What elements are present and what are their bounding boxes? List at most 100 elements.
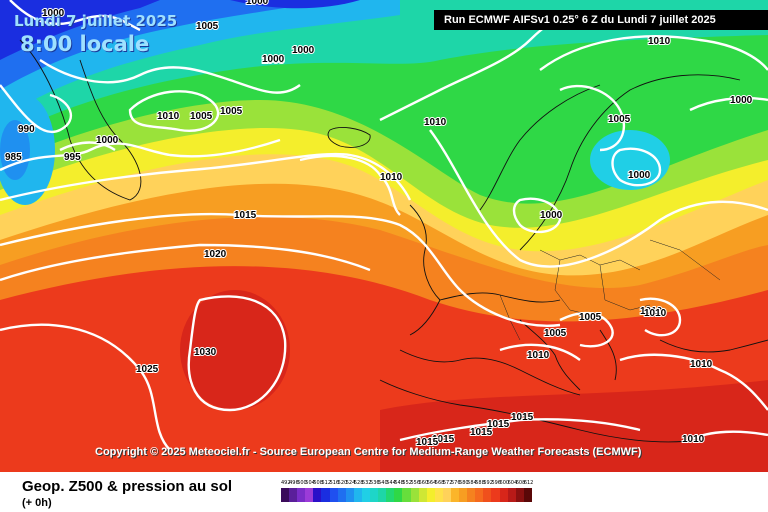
isobar-labels: 1000 1005 1000 1000 1010 1005 1005 990 9… [4, 0, 754, 449]
weather-map: 1000 1005 1000 1000 1010 1005 1005 990 9… [0, 0, 768, 472]
isobar-label: 1005 [190, 111, 213, 122]
isobar-label: 1005 [262, 55, 285, 66]
scale-tick-label: 584 [467, 480, 477, 486]
scale-swatch [386, 488, 395, 502]
coastlines [19, 39, 768, 443]
isobar-label: 1030 [194, 347, 217, 358]
isobar-label: 1005 [220, 106, 243, 117]
scale-swatch [426, 488, 435, 502]
scale-swatch [321, 488, 330, 502]
scale-tick-label: 528 [353, 480, 364, 486]
scale-tick-label: 552 [402, 480, 412, 486]
isobar-label: 1015 [234, 210, 257, 221]
scale-swatch [353, 488, 362, 502]
isobar-label: 1020 [204, 249, 227, 260]
scale-swatch [491, 488, 500, 502]
isobar-label: 1000 [540, 210, 563, 221]
scale-swatches [281, 488, 532, 502]
scale-swatch [345, 488, 354, 502]
field-south-red [380, 380, 768, 472]
scale-swatch [289, 488, 298, 502]
isobar-label: 1010 [380, 172, 403, 183]
isobar-label: 1015 [470, 427, 493, 438]
scale-tick-label: 512 [321, 480, 332, 486]
parameter-title: Geop. Z500 & pression au sol [22, 478, 233, 495]
isobar-label: 1000 [292, 45, 315, 56]
scale-tick-label: 536 [370, 480, 380, 486]
scale-tick-label: 500 [297, 480, 307, 486]
isobar-label: 1015 [487, 419, 510, 430]
isobar-label: 1005 [196, 21, 219, 32]
local-time: 8:00 locale [20, 32, 150, 56]
scale-tick-label: 496 [289, 480, 299, 486]
isobar-label: 1010 [640, 306, 663, 317]
field-west-low-core [0, 120, 30, 180]
isobar-label: 1015 [432, 434, 455, 445]
scale-tick-label: 524 [345, 480, 356, 486]
color-scale: 492 496 500 504 508 512 516 520 524 528 532 536 540 5… [281, 480, 534, 502]
scale-tick-label: 520 [337, 480, 348, 486]
isobar-label: 990 [18, 124, 35, 135]
isobar-label: 1025 [136, 364, 159, 375]
scale-swatch [507, 488, 516, 502]
scale-tick-label: 516 [329, 480, 340, 486]
scale-tick-label: 544 [386, 480, 396, 486]
isobar-label: 1010 [648, 36, 671, 47]
scale-swatch [450, 488, 460, 502]
scale-swatch [515, 488, 524, 502]
isobar-label: 1015 [511, 412, 534, 423]
scale-swatch [483, 488, 492, 502]
scale-swatch [475, 488, 484, 502]
scale-swatch [337, 488, 346, 502]
run-banner: Run ECMWF AIFSv1 0.25° 6 Z du Lundi 7 ju… [434, 10, 768, 30]
forecast-step: (+ 0h) [22, 497, 52, 509]
scale-tick-label: 580 [459, 480, 469, 486]
isobar-label: 1015 [416, 437, 439, 448]
scale-tick-label: 604 [507, 480, 518, 486]
scale-tick-labels: 492 496 500 504 508 512 516 520 524 528 532 536 540 5… [281, 480, 534, 486]
scale-swatch [394, 488, 403, 502]
scale-swatch [378, 488, 387, 502]
scale-tick-label: 588 [475, 480, 485, 486]
isobar-label: 1010 [424, 117, 447, 128]
copyright-notice: Copyright © 2025 Meteociel.fr - Source E… [95, 446, 642, 458]
field-scandinavia-low [590, 130, 670, 190]
scale-swatch [281, 488, 290, 502]
scale-tick-label: 560 [418, 480, 429, 486]
forecast-date: Lundi 7 juillet 2025 [14, 12, 178, 30]
scale-swatch [402, 488, 411, 502]
scale-swatch [329, 488, 338, 502]
isobar-label: 1000 [262, 54, 285, 65]
scale-tick-label: 568 [434, 480, 445, 486]
scale-tick-label: 596 [491, 480, 501, 486]
scale-tick-label: 592 [483, 480, 493, 486]
isobar-label: 1010 [690, 359, 713, 370]
scale-tick-label: 612 [523, 480, 534, 486]
isobar-label: 1000 [730, 95, 753, 106]
scale-tick-label: 508 [313, 480, 323, 486]
scale-tick-label: 548 [394, 480, 404, 486]
isobar-label: 985 [5, 152, 22, 163]
scale-swatch [418, 488, 427, 502]
isobar-label: 1010 [527, 350, 550, 361]
scale-swatch [313, 488, 322, 502]
scale-tick-label: 564 [426, 480, 437, 486]
scale-swatch [442, 488, 451, 502]
isobar-label: 995 [64, 152, 81, 163]
scale-swatch [434, 488, 443, 502]
scale-tick-label: 576 [450, 480, 461, 486]
field-azores-core [180, 290, 290, 410]
isobars [0, 0, 768, 451]
scale-swatch [410, 488, 419, 502]
scale-swatch [459, 488, 468, 502]
scale-tick-label: 532 [361, 480, 372, 486]
scale-swatch [361, 488, 371, 502]
isobar-label: 1005 [579, 312, 602, 323]
isobar-label: 1010 [682, 434, 705, 445]
scale-swatch [305, 488, 314, 502]
z500-field: 1000 1005 1000 1000 1010 1005 1005 990 9… [0, 0, 768, 472]
isobar-label: 1000 [246, 0, 269, 7]
field-deep-blue [0, 0, 160, 60]
scale-swatch [297, 488, 306, 502]
isobar-label: 1005 [544, 328, 567, 339]
